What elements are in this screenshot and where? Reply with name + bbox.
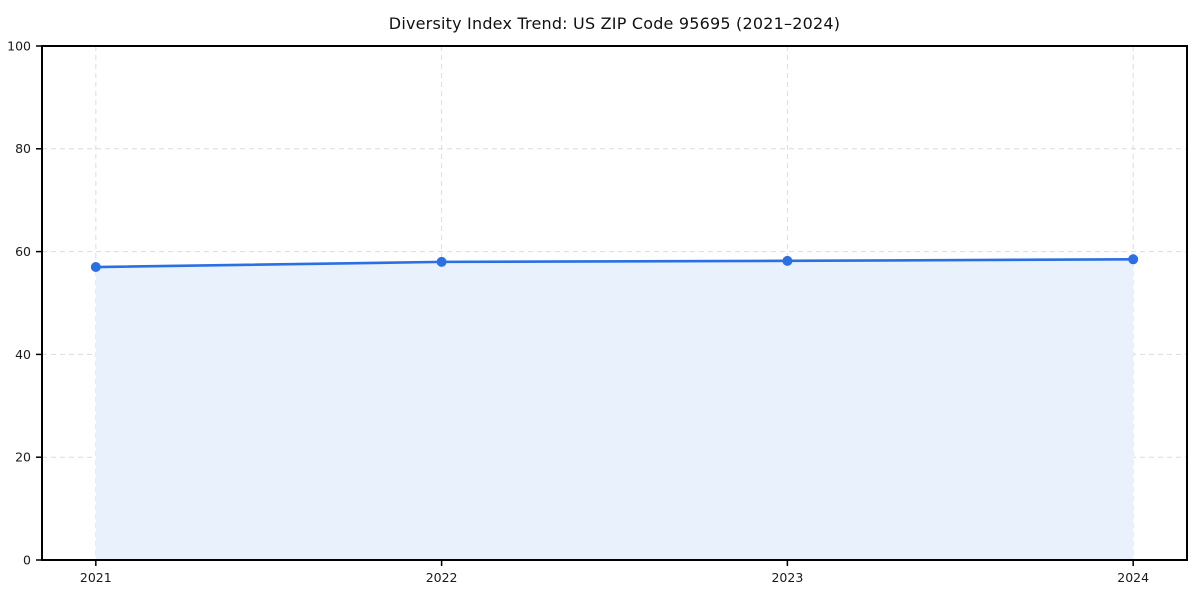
data-point bbox=[782, 255, 793, 266]
axis-tick-marks bbox=[36, 45, 1134, 566]
area-fill bbox=[95, 259, 1134, 560]
data-point-markers bbox=[90, 254, 1139, 273]
y-axis-tick-labels: 0 20 40 60 80 100 bbox=[7, 38, 31, 567]
y-tick-label: 0 bbox=[23, 552, 31, 567]
trend-line bbox=[94, 258, 1135, 269]
x-tick-label: 2024 bbox=[1117, 570, 1149, 585]
chart-title: Diversity Index Trend: US ZIP Code 95695… bbox=[388, 14, 841, 33]
y-tick-label: 80 bbox=[15, 141, 31, 156]
x-tick-label: 2023 bbox=[771, 570, 803, 585]
x-tick-label: 2022 bbox=[426, 570, 458, 585]
y-tick-label: 40 bbox=[15, 347, 31, 362]
plot-border bbox=[41, 45, 1188, 561]
y-tick-label: 60 bbox=[15, 244, 31, 259]
y-tick-label: 20 bbox=[15, 450, 31, 465]
x-axis-tick-labels: 2021 2022 2023 2024 bbox=[80, 570, 1149, 585]
y-tick-label: 100 bbox=[7, 38, 31, 53]
data-point bbox=[90, 262, 101, 273]
data-point bbox=[436, 256, 447, 267]
data-point bbox=[1128, 254, 1139, 265]
x-tick-label: 2021 bbox=[80, 570, 112, 585]
